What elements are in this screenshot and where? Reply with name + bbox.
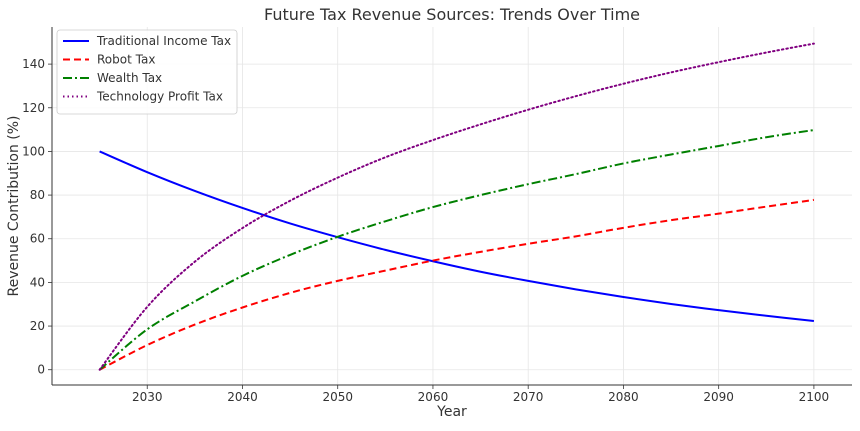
series-line-4 [98,42,815,371]
series-line-2 [99,198,815,371]
legend-label: Robot Tax [97,53,155,67]
axes-layer: 2030 2040 2050 2060 2070 2080 2090 210002040608… [22,27,852,404]
y-tick-label: 60 [30,232,45,246]
series-line-1 [99,150,815,323]
y-tick-label: 80 [30,188,45,202]
x-tick-label: 2090 [703,390,734,404]
x-axis-label: Year [436,404,467,420]
series-layer [98,42,815,371]
legend-label: Technology Profit Tax [96,90,223,104]
y-tick-label: 20 [30,319,45,333]
y-tick-label: 140 [22,57,45,71]
legend-label: Wealth Tax [97,71,162,85]
x-tick-label: 2040 [227,390,258,404]
legend: Traditional Income Tax Robot Tax Wealth Ta… [56,29,238,115]
x-tick-label: 2060 [418,390,449,404]
series-line-3 [98,129,815,371]
x-tick-label: 2070 [513,390,544,404]
x-tick-label: 2030 [132,390,163,404]
x-tick-label: 2100 [799,390,830,404]
y-tick-label: 120 [22,101,45,115]
y-tick-label: 0 [37,363,45,377]
chart-title: Future Tax Revenue Sources: Trends Over … [264,5,640,24]
legend-box [56,29,238,115]
y-axis-label: Revenue Contribution (%) [6,115,22,296]
x-tick-label: 2080 [608,390,639,404]
grid-layer [52,27,852,385]
legend-label: Traditional Income Tax [96,34,231,48]
y-tick-label: 40 [30,275,45,289]
y-tick-label: 100 [22,144,45,158]
x-tick-label: 2050 [322,390,353,404]
